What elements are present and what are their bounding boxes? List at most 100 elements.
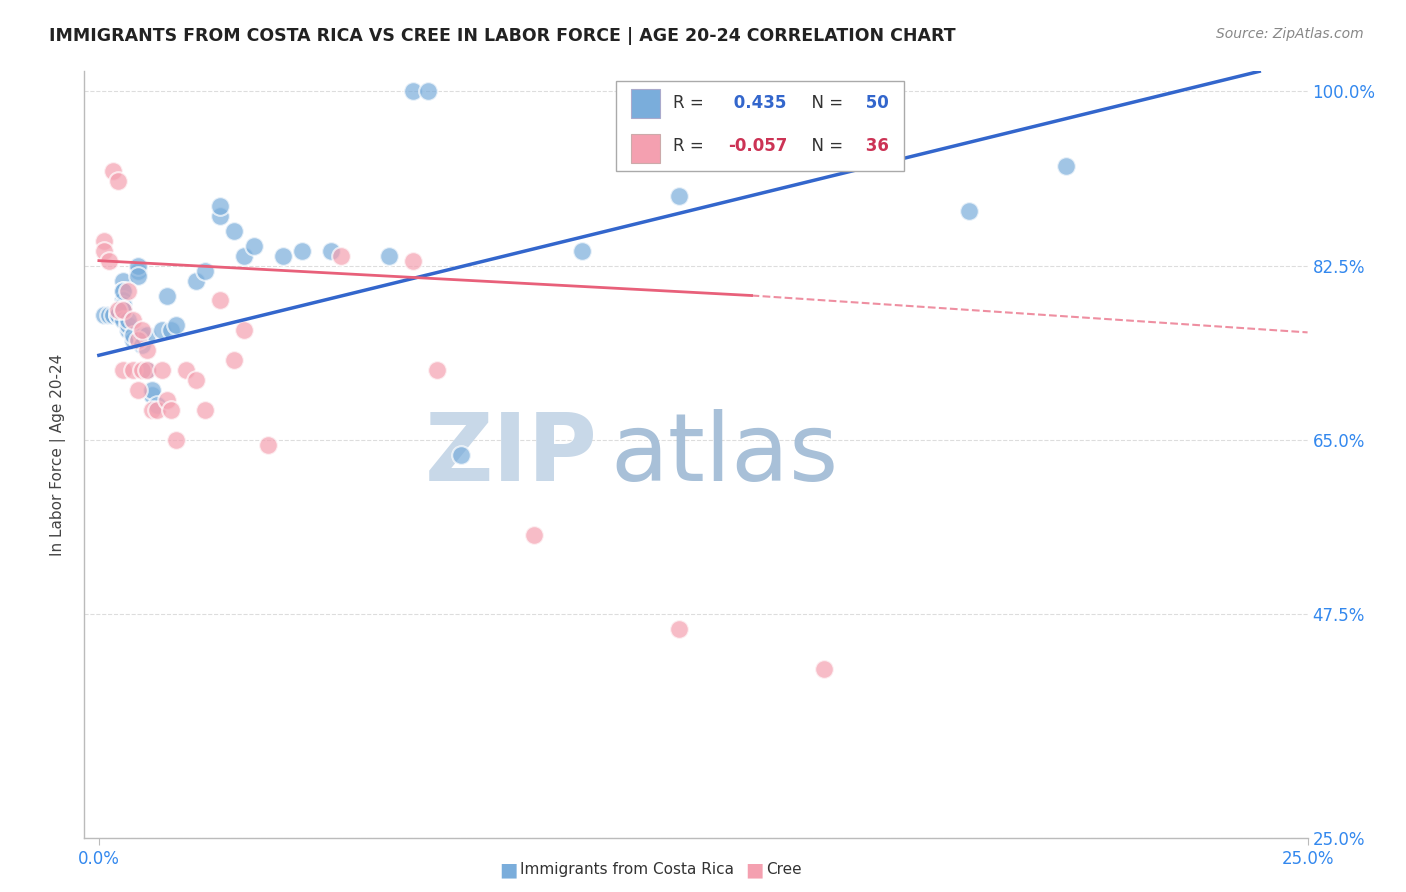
Point bbox=[184, 373, 207, 387]
Point bbox=[127, 383, 149, 397]
Point bbox=[146, 403, 169, 417]
Point bbox=[378, 249, 401, 263]
Point bbox=[112, 293, 135, 308]
Point bbox=[131, 328, 153, 343]
Point bbox=[232, 249, 254, 263]
Point bbox=[112, 313, 135, 327]
Text: N =: N = bbox=[801, 95, 844, 112]
Point bbox=[107, 309, 129, 323]
Point bbox=[131, 323, 153, 337]
Point bbox=[224, 353, 246, 368]
Point bbox=[112, 303, 135, 318]
Text: R =: R = bbox=[672, 95, 709, 112]
Text: Immigrants from Costa Rica: Immigrants from Costa Rica bbox=[520, 863, 734, 877]
Point bbox=[402, 84, 425, 98]
Point bbox=[257, 438, 280, 452]
Point bbox=[121, 313, 143, 327]
Point bbox=[141, 383, 163, 397]
Point bbox=[112, 303, 135, 318]
Point bbox=[121, 334, 143, 348]
Point bbox=[160, 403, 183, 417]
Point bbox=[165, 318, 187, 333]
Point bbox=[291, 244, 314, 258]
Point bbox=[208, 199, 231, 213]
Point bbox=[450, 448, 472, 462]
Point bbox=[112, 363, 135, 377]
Point bbox=[668, 189, 690, 203]
Point bbox=[112, 284, 135, 298]
Text: 0.435: 0.435 bbox=[728, 95, 786, 112]
Point bbox=[136, 328, 159, 343]
Point bbox=[232, 323, 254, 337]
Point bbox=[103, 164, 125, 178]
Text: N =: N = bbox=[801, 136, 844, 154]
Text: ZIP: ZIP bbox=[425, 409, 598, 501]
Point bbox=[668, 622, 690, 636]
Point bbox=[155, 288, 177, 302]
Point bbox=[127, 334, 149, 348]
Text: ■: ■ bbox=[745, 860, 763, 880]
Text: IMMIGRANTS FROM COSTA RICA VS CREE IN LABOR FORCE | AGE 20-24 CORRELATION CHART: IMMIGRANTS FROM COSTA RICA VS CREE IN LA… bbox=[49, 27, 956, 45]
Point bbox=[131, 338, 153, 352]
Point bbox=[136, 343, 159, 358]
Text: -0.057: -0.057 bbox=[728, 136, 787, 154]
Point bbox=[174, 363, 197, 377]
Point bbox=[208, 209, 231, 223]
Point bbox=[136, 363, 159, 377]
Point bbox=[127, 259, 149, 273]
FancyBboxPatch shape bbox=[616, 80, 904, 171]
Text: 50: 50 bbox=[860, 95, 889, 112]
Point bbox=[319, 244, 342, 258]
Point bbox=[271, 249, 294, 263]
Point bbox=[112, 303, 135, 318]
Text: 36: 36 bbox=[860, 136, 889, 154]
Point bbox=[150, 323, 173, 337]
Point bbox=[117, 323, 139, 337]
FancyBboxPatch shape bbox=[631, 135, 661, 163]
Text: Source: ZipAtlas.com: Source: ZipAtlas.com bbox=[1216, 27, 1364, 41]
Point bbox=[957, 203, 980, 218]
Point bbox=[117, 313, 139, 327]
Point bbox=[416, 84, 439, 98]
Point bbox=[523, 527, 546, 541]
Point bbox=[571, 244, 593, 258]
Text: Cree: Cree bbox=[766, 863, 801, 877]
Point bbox=[194, 263, 217, 277]
Point bbox=[141, 388, 163, 402]
Point bbox=[97, 309, 120, 323]
Point bbox=[117, 318, 139, 333]
Point bbox=[103, 309, 125, 323]
Point bbox=[93, 234, 115, 248]
Point bbox=[136, 363, 159, 377]
Point bbox=[165, 433, 187, 447]
Point bbox=[184, 274, 207, 288]
Point bbox=[150, 363, 173, 377]
Point bbox=[97, 253, 120, 268]
Point bbox=[121, 328, 143, 343]
Point bbox=[93, 309, 115, 323]
Text: R =: R = bbox=[672, 136, 703, 154]
Point bbox=[107, 303, 129, 318]
FancyBboxPatch shape bbox=[631, 89, 661, 118]
Point bbox=[329, 249, 352, 263]
Point bbox=[93, 244, 115, 258]
Y-axis label: In Labor Force | Age 20-24: In Labor Force | Age 20-24 bbox=[49, 354, 66, 556]
Point bbox=[146, 398, 169, 412]
Point bbox=[224, 224, 246, 238]
Point bbox=[160, 323, 183, 337]
Point bbox=[107, 174, 129, 188]
Text: ■: ■ bbox=[499, 860, 517, 880]
Point bbox=[155, 393, 177, 408]
Point bbox=[112, 298, 135, 312]
Point bbox=[1054, 159, 1077, 173]
Text: atlas: atlas bbox=[610, 409, 838, 501]
Point bbox=[117, 284, 139, 298]
Point bbox=[208, 293, 231, 308]
Point bbox=[127, 263, 149, 277]
Point bbox=[131, 363, 153, 377]
Point bbox=[402, 253, 425, 268]
Point bbox=[426, 363, 449, 377]
Point bbox=[121, 363, 143, 377]
Point bbox=[813, 662, 835, 676]
Point bbox=[242, 238, 264, 252]
